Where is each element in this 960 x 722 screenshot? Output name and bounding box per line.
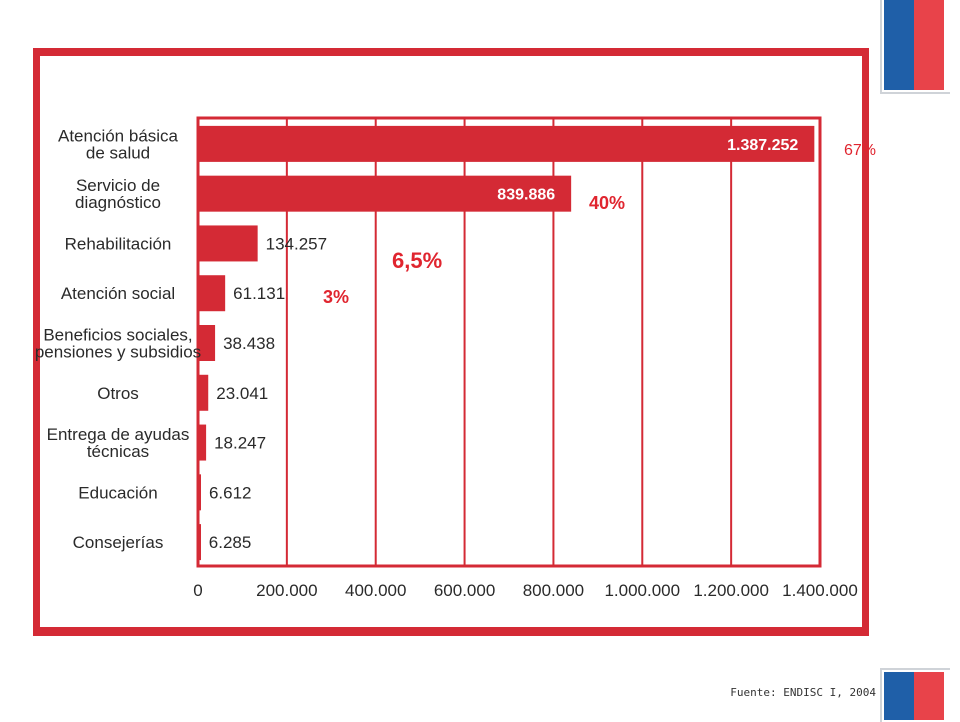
category-label: Rehabilitación: [65, 234, 172, 253]
value-label: 23.041: [216, 384, 268, 403]
category-label: de salud: [86, 143, 150, 162]
x-tick-label: 1.000.000: [604, 581, 680, 600]
source-note: Fuente: ENDISC I, 2004: [730, 686, 876, 699]
bar: [198, 175, 572, 212]
x-tick-label: 1.200.000: [693, 581, 769, 600]
value-label: 6.285: [209, 533, 252, 552]
chile-flag-top-icon: [884, 0, 944, 90]
category-label: Servicio de: [76, 176, 160, 195]
value-label: 61.131: [233, 284, 285, 303]
bar: [198, 524, 201, 561]
x-tick-label: 1.400.000: [782, 581, 858, 600]
value-label: 1.387.252: [727, 137, 798, 154]
value-label: 6.612: [209, 483, 252, 502]
percent-annotation-attention: 67%: [844, 142, 877, 159]
bar: [198, 325, 216, 361]
x-tick-label: 0: [193, 581, 202, 600]
category-label: Atención básica: [58, 126, 179, 145]
category-label: Educación: [78, 483, 157, 502]
percent-annotation-diagnostic: 40%: [589, 193, 626, 213]
value-label: 38.438: [223, 334, 275, 353]
category-label: Otros: [97, 384, 139, 403]
value-label: 18.247: [214, 434, 266, 453]
percent-annotation-rehab: 6,5%: [392, 248, 443, 273]
category-label: diagnóstico: [75, 193, 161, 212]
value-label: 134.257: [266, 234, 327, 253]
category-label: pensiones y subsidios: [35, 343, 201, 362]
category-label: Consejerías: [73, 533, 164, 552]
category-label: Atención social: [61, 284, 175, 303]
x-tick-label: 800.000: [523, 581, 584, 600]
value-label: 839.886: [497, 187, 555, 204]
flag-frame-bottom: [880, 668, 950, 722]
category-label: Beneficios sociales,: [43, 326, 192, 345]
flag-frame-top: [880, 0, 950, 94]
bar: [198, 225, 258, 262]
percent-annotation-social: 3%: [323, 287, 350, 307]
bar: [198, 374, 209, 411]
bar: [198, 424, 207, 461]
bar: [198, 474, 201, 511]
category-label: Entrega de ayudas: [47, 425, 190, 444]
x-tick-label: 200.000: [256, 581, 317, 600]
category-label: técnicas: [87, 442, 149, 461]
x-tick-label: 600.000: [434, 581, 495, 600]
x-tick-label: 400.000: [345, 581, 406, 600]
bar: [198, 125, 815, 162]
bar: [198, 275, 226, 312]
chile-flag-bottom-icon: [884, 672, 944, 720]
